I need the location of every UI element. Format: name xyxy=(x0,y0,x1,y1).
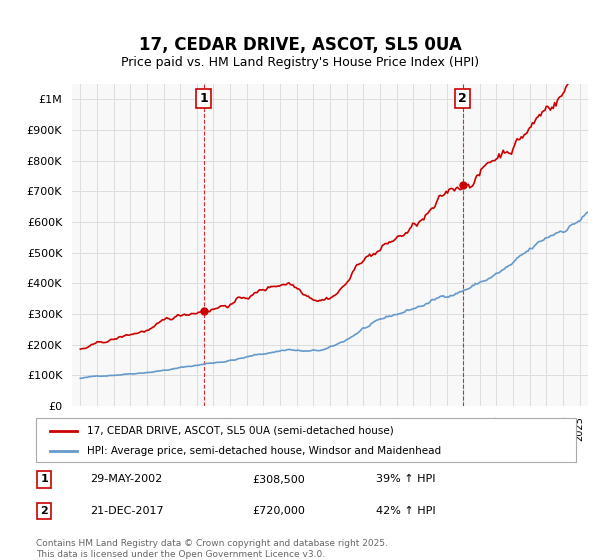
Text: Contains HM Land Registry data © Crown copyright and database right 2025.
This d: Contains HM Land Registry data © Crown c… xyxy=(36,539,388,559)
Text: 1: 1 xyxy=(199,92,208,105)
Text: 39% ↑ HPI: 39% ↑ HPI xyxy=(376,474,436,484)
Text: £720,000: £720,000 xyxy=(252,506,305,516)
Text: 17, CEDAR DRIVE, ASCOT, SL5 0UA: 17, CEDAR DRIVE, ASCOT, SL5 0UA xyxy=(139,36,461,54)
Text: 29-MAY-2002: 29-MAY-2002 xyxy=(90,474,162,484)
Text: 42% ↑ HPI: 42% ↑ HPI xyxy=(376,506,436,516)
Text: HPI: Average price, semi-detached house, Windsor and Maidenhead: HPI: Average price, semi-detached house,… xyxy=(88,446,442,456)
FancyBboxPatch shape xyxy=(36,418,576,462)
Text: Price paid vs. HM Land Registry's House Price Index (HPI): Price paid vs. HM Land Registry's House … xyxy=(121,56,479,69)
Text: 21-DEC-2017: 21-DEC-2017 xyxy=(90,506,164,516)
Text: 2: 2 xyxy=(458,92,467,105)
Text: £308,500: £308,500 xyxy=(252,474,305,484)
Text: 2: 2 xyxy=(40,506,48,516)
Text: 1: 1 xyxy=(40,474,48,484)
Text: 17, CEDAR DRIVE, ASCOT, SL5 0UA (semi-detached house): 17, CEDAR DRIVE, ASCOT, SL5 0UA (semi-de… xyxy=(88,426,394,436)
